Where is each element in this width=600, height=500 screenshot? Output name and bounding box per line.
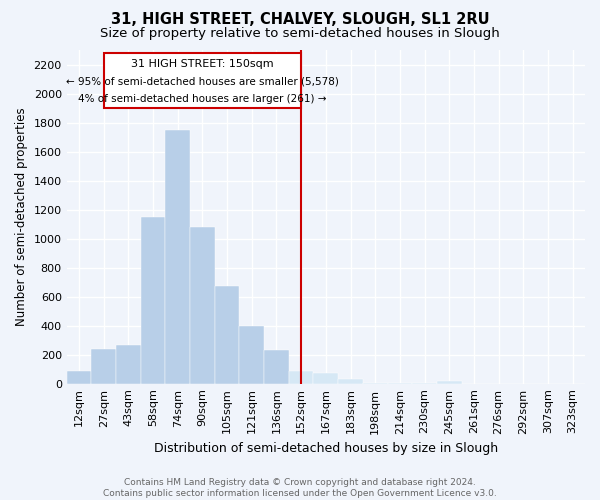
X-axis label: Distribution of semi-detached houses by size in Slough: Distribution of semi-detached houses by … — [154, 442, 498, 455]
Bar — [388, 383, 412, 384]
Bar — [67, 370, 91, 384]
Bar — [190, 227, 215, 384]
Bar — [239, 326, 264, 384]
Bar — [91, 349, 116, 384]
Bar — [437, 381, 461, 384]
Bar — [412, 383, 437, 384]
Text: 31, HIGH STREET, CHALVEY, SLOUGH, SL1 2RU: 31, HIGH STREET, CHALVEY, SLOUGH, SL1 2R… — [110, 12, 490, 28]
Bar — [289, 372, 313, 384]
Bar — [166, 130, 190, 384]
Bar — [141, 217, 166, 384]
Bar — [215, 286, 239, 384]
Text: ← 95% of semi-detached houses are smaller (5,578): ← 95% of semi-detached houses are smalle… — [66, 76, 339, 86]
Text: Contains HM Land Registry data © Crown copyright and database right 2024.
Contai: Contains HM Land Registry data © Crown c… — [103, 478, 497, 498]
Bar — [363, 383, 388, 384]
Bar — [264, 350, 289, 384]
Text: 4% of semi-detached houses are larger (261) →: 4% of semi-detached houses are larger (2… — [78, 94, 326, 104]
Text: 31 HIGH STREET: 150sqm: 31 HIGH STREET: 150sqm — [131, 59, 274, 69]
Bar — [313, 373, 338, 384]
Bar — [116, 344, 141, 384]
Bar — [338, 378, 363, 384]
Bar — [104, 53, 301, 108]
Y-axis label: Number of semi-detached properties: Number of semi-detached properties — [15, 108, 28, 326]
Text: Size of property relative to semi-detached houses in Slough: Size of property relative to semi-detach… — [100, 28, 500, 40]
